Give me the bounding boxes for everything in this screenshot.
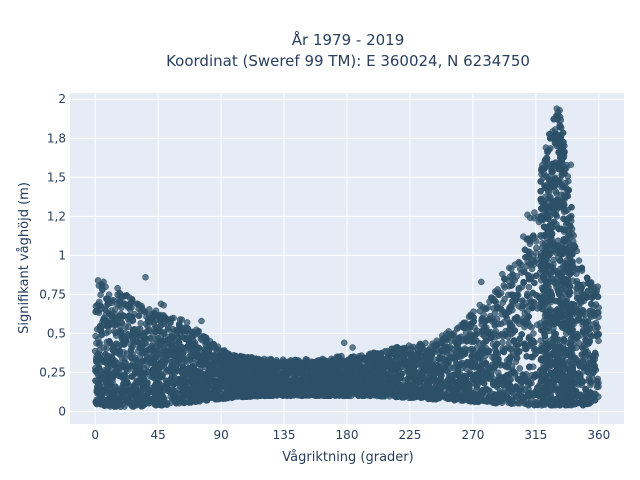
data-point [537,337,544,344]
data-point [453,325,461,333]
data-point [525,283,533,291]
data-point [462,329,470,337]
data-point [137,320,144,327]
data-point [500,319,508,326]
data-point [533,244,540,252]
data-point [94,307,102,315]
data-point [473,344,481,351]
data-point [183,319,191,326]
data-point [109,296,117,304]
data-point [501,284,508,291]
data-point [575,257,583,264]
scatter-points [91,105,602,411]
data-point [514,400,522,407]
data-point [545,146,553,154]
data-point [121,355,128,362]
data-point [516,365,524,372]
data-point [521,268,528,275]
data-point [111,306,119,313]
data-point [435,349,442,356]
data-point [450,364,457,372]
data-point [518,261,525,269]
data-point [499,299,506,306]
data-point [479,304,487,311]
data-point [573,270,580,277]
data-point [140,364,148,372]
data-point [539,240,546,247]
data-point [504,333,512,341]
data-point [529,257,537,264]
data-point [125,323,132,331]
data-point [489,353,496,361]
data-point [594,324,601,331]
data-point [525,401,532,409]
